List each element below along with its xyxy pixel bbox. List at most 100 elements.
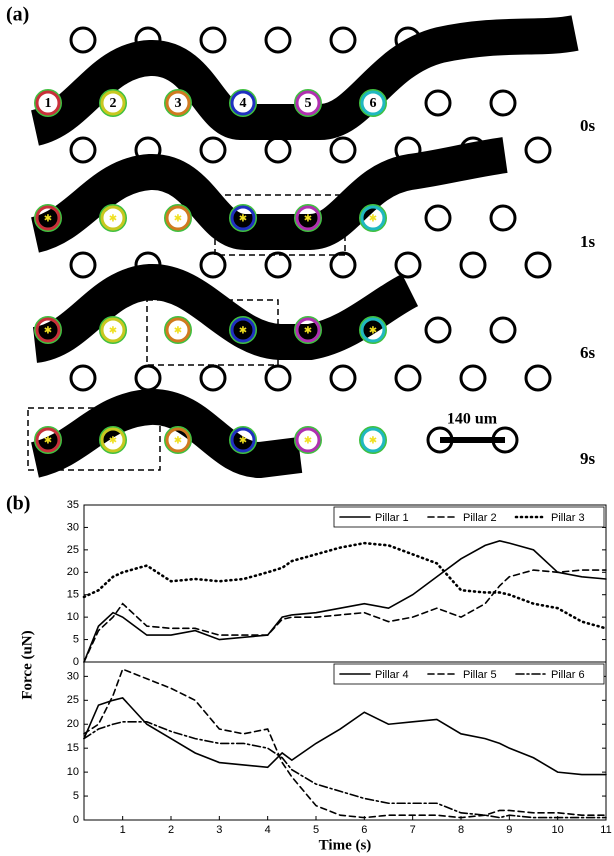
- pillar-number: 1: [45, 96, 52, 111]
- marker: ✱: [369, 436, 377, 447]
- pillar: [331, 28, 355, 52]
- data-line: [84, 570, 606, 662]
- plot-frame: [84, 505, 606, 662]
- pillar: [526, 366, 550, 390]
- figure: 123456✱✱✱✱✱✱✱✱✱✱✱✱✱✱✱✱✱✱140 um0s1s6s9s (…: [0, 0, 614, 856]
- panel-label: (b): [6, 493, 30, 515]
- scale-label: 140 um: [447, 411, 498, 428]
- x-tick-label: 3: [216, 824, 222, 836]
- y-tick-label: 5: [73, 790, 79, 802]
- marker: ✱: [174, 436, 182, 447]
- legend-label: Pillar 6: [551, 669, 585, 681]
- pillar: [201, 138, 225, 162]
- pillar-number: 3: [175, 96, 182, 111]
- y-tick-label: 15: [67, 742, 79, 754]
- legend-label: Pillar 1: [375, 512, 409, 524]
- pillar: [461, 253, 485, 277]
- marker: ✱: [109, 326, 117, 337]
- x-tick-label: 9: [506, 824, 512, 836]
- y-tick-label: 20: [67, 566, 79, 578]
- pillar: [331, 366, 355, 390]
- pillar: [426, 91, 450, 115]
- pillar: [71, 138, 95, 162]
- x-tick-label: 5: [313, 824, 319, 836]
- marker: ✱: [304, 436, 312, 447]
- pillar-number: 4: [240, 96, 247, 111]
- pillar: [71, 253, 95, 277]
- pillar: [461, 366, 485, 390]
- y-tick-label: 20: [67, 718, 79, 730]
- y-tick-label: 30: [67, 521, 79, 533]
- y-tick-label: 0: [73, 656, 79, 668]
- x-tick-label: 6: [361, 824, 367, 836]
- pillar: [491, 91, 515, 115]
- legend-label: Pillar 3: [551, 512, 585, 524]
- data-line: [84, 698, 606, 775]
- marker: ✱: [44, 326, 52, 337]
- x-tick-label: 10: [552, 824, 564, 836]
- marker: ✱: [109, 214, 117, 225]
- pillar: [201, 366, 225, 390]
- pillar: [491, 318, 515, 342]
- x-axis-label: Time (s): [319, 837, 372, 853]
- y-tick-label: 30: [67, 670, 79, 682]
- y-tick-label: 0: [73, 814, 79, 826]
- pillar: [491, 206, 515, 230]
- time-label: 9s: [580, 449, 596, 468]
- marker: ✱: [109, 436, 117, 447]
- x-tick-label: 11: [600, 824, 611, 836]
- pillar: [331, 253, 355, 277]
- time-label: 1s: [580, 232, 596, 251]
- marker: ✱: [369, 214, 377, 225]
- pillar: [396, 366, 420, 390]
- marker: ✱: [239, 326, 247, 337]
- x-tick-label: 8: [458, 824, 464, 836]
- time-label: 0s: [580, 116, 596, 135]
- marker: ✱: [369, 326, 377, 337]
- pillar: [201, 253, 225, 277]
- y-tick-label: 25: [67, 544, 79, 556]
- pillar-number: 5: [305, 96, 312, 111]
- x-tick-label: 7: [410, 824, 416, 836]
- legend-label: Pillar 4: [375, 669, 409, 681]
- legend-label: Pillar 2: [463, 512, 497, 524]
- x-tick-label: 2: [168, 824, 174, 836]
- data-line: [84, 669, 606, 817]
- pillar: [136, 366, 160, 390]
- pillar: [266, 138, 290, 162]
- y-tick-label: 35: [67, 499, 79, 511]
- y-tick-label: 5: [73, 633, 79, 645]
- y-tick-label: 10: [67, 611, 79, 623]
- marker: ✱: [304, 326, 312, 337]
- y-tick-label: 25: [67, 694, 79, 706]
- pillar: [526, 253, 550, 277]
- marker: ✱: [304, 214, 312, 225]
- legend-label: Pillar 5: [463, 669, 497, 681]
- data-line: [84, 722, 606, 818]
- pillar: [426, 206, 450, 230]
- panel-label: (a): [6, 4, 29, 26]
- marker: ✱: [44, 214, 52, 225]
- pillar: [426, 318, 450, 342]
- marker: ✱: [44, 436, 52, 447]
- pillar: [396, 253, 420, 277]
- x-tick-label: 4: [265, 824, 271, 836]
- worm: [35, 282, 410, 345]
- marker: ✱: [174, 214, 182, 225]
- y-tick-label: 15: [67, 589, 79, 601]
- marker: ✱: [239, 436, 247, 447]
- pillar: [266, 253, 290, 277]
- pillar: [71, 28, 95, 52]
- y-axis-label: Force (uN): [19, 630, 35, 699]
- pillar-number: 6: [370, 96, 377, 111]
- chart: 0 5 10 15 20 25 30 35 Pillar 1 Pillar 2 Pillar 3: [67, 499, 606, 668]
- pillar: [266, 366, 290, 390]
- pillar: [201, 28, 225, 52]
- pillar-number: 2: [110, 96, 117, 111]
- pillar: [266, 28, 290, 52]
- marker: ✱: [174, 326, 182, 337]
- pillar: [71, 366, 95, 390]
- x-tick-label: 1: [120, 824, 126, 836]
